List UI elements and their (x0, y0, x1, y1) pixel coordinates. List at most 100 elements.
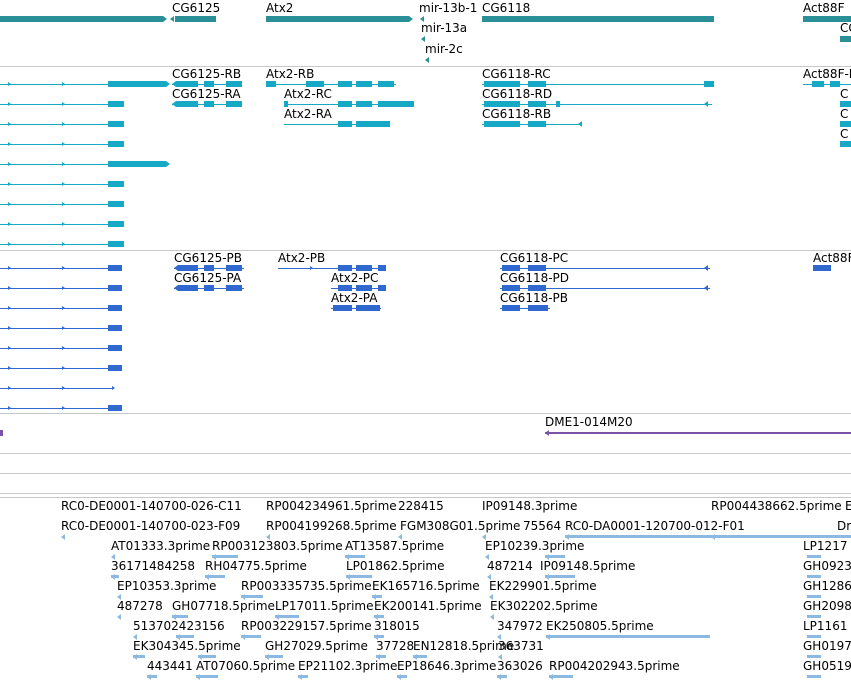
transcript-feature-label[interactable]: CG6118-RC (482, 67, 551, 81)
cds-glyph[interactable] (108, 405, 122, 411)
exon-glyph[interactable] (830, 81, 840, 87)
est-feature-label[interactable]: 37728 (376, 639, 415, 653)
est-glyph[interactable] (413, 655, 427, 658)
est-feature-label[interactable]: RP004234961.5prime (266, 499, 397, 513)
est-feature-label[interactable]: AT13587.5prime (345, 539, 445, 553)
est-feature-label[interactable]: EK302202.5prime (490, 599, 598, 613)
transcript-feature-label[interactable]: CG6125-RB (172, 67, 242, 81)
est-feature-label[interactable]: 513702423156 (133, 619, 225, 633)
exon-glyph[interactable] (204, 81, 214, 87)
est-glyph[interactable] (172, 615, 188, 618)
protein-feature-label[interactable]: CG6118-PB (500, 291, 569, 305)
cds-glyph[interactable] (813, 265, 831, 271)
gene-feature-label[interactable]: CG6118 (482, 1, 531, 15)
est-glyph[interactable] (111, 575, 119, 578)
est-glyph[interactable] (372, 595, 382, 598)
exon-glyph[interactable] (108, 141, 124, 147)
cds-glyph[interactable] (178, 265, 198, 271)
est-feature-label[interactable]: RC0-DE0001-140700-026-C11 (61, 499, 242, 513)
exon-glyph[interactable] (266, 81, 276, 87)
est-feature-label[interactable]: LP17011.5prime (275, 599, 374, 613)
est-glyph[interactable] (198, 655, 216, 658)
est-feature-label[interactable]: 443441 (147, 659, 193, 673)
est-glyph[interactable] (549, 675, 573, 678)
est-glyph[interactable] (565, 535, 851, 538)
est-glyph[interactable] (811, 655, 821, 658)
exon-glyph[interactable] (484, 81, 520, 87)
intron-line[interactable] (278, 268, 386, 269)
protein-feature-label[interactable]: Act88F (813, 251, 851, 265)
exon-glyph[interactable] (356, 101, 372, 107)
est-feature-label[interactable]: IP09148.3prime (482, 499, 578, 513)
exon-glyph[interactable] (204, 101, 214, 107)
transcript-feature-label[interactable]: Atx2-RC (284, 87, 332, 101)
est-glyph[interactable] (397, 675, 407, 678)
transcript-feature-label[interactable]: Atx2-RB (266, 67, 315, 81)
exon-glyph[interactable] (108, 181, 124, 187)
est-feature-label[interactable]: AT01333.3prime (111, 539, 211, 553)
gene-glyph[interactable] (0, 16, 163, 22)
cds-glyph[interactable] (108, 285, 122, 291)
exon-glyph[interactable] (812, 81, 824, 87)
cds-glyph[interactable] (108, 345, 122, 351)
intron-line[interactable] (0, 308, 108, 309)
cds-glyph[interactable] (502, 265, 520, 271)
cds-glyph[interactable] (204, 265, 214, 271)
exon-glyph[interactable] (108, 221, 124, 227)
gene-feature-label[interactable]: Atx2 (266, 1, 294, 15)
est-glyph[interactable] (196, 675, 218, 678)
exon-glyph[interactable] (840, 141, 851, 147)
cds-glyph[interactable] (338, 265, 352, 271)
cds-glyph[interactable] (356, 305, 380, 311)
exon-glyph[interactable] (108, 241, 124, 247)
cds-glyph[interactable] (333, 305, 352, 311)
intron-line[interactable] (803, 84, 851, 85)
est-feature-label[interactable]: EP18646.3prime (397, 659, 497, 673)
est-feature-label[interactable]: 487278 (117, 599, 163, 613)
est-glyph[interactable] (811, 595, 821, 598)
intron-line[interactable] (0, 408, 108, 409)
est-feature-label[interactable]: EP10239.3prime (485, 539, 585, 553)
est-feature-label[interactable]: IP09148.5prime (540, 559, 636, 573)
transcript-feature-label[interactable]: C (840, 87, 849, 101)
intron-line[interactable] (500, 308, 550, 309)
transcript-feature-label[interactable]: C (840, 127, 849, 141)
exon-glyph[interactable] (528, 121, 546, 127)
intron-line[interactable] (0, 388, 112, 389)
est-glyph[interactable] (374, 635, 384, 638)
est-glyph[interactable] (205, 575, 225, 578)
est-glyph[interactable] (497, 675, 507, 678)
clone-glyph[interactable] (545, 432, 851, 434)
est-feature-label[interactable]: E (845, 499, 851, 513)
protein-feature-label[interactable]: CG6125-PA (174, 271, 242, 285)
exon-glyph[interactable] (108, 161, 166, 167)
exon-glyph[interactable] (306, 81, 324, 87)
est-glyph[interactable] (275, 615, 299, 618)
est-feature-label[interactable]: GH2098 (803, 599, 851, 613)
cds-glyph[interactable] (502, 285, 520, 291)
transcript-feature-label[interactable]: Atx2-RA (284, 107, 332, 121)
est-glyph[interactable] (811, 675, 821, 678)
est-feature-label[interactable]: RP004199268.5prime (266, 519, 397, 533)
exon-glyph[interactable] (840, 101, 851, 107)
gene-glyph[interactable] (175, 16, 216, 22)
exon-glyph[interactable] (338, 81, 352, 87)
est-feature-label[interactable]: FGM308G01.5prime (400, 519, 521, 533)
exon-glyph[interactable] (108, 101, 124, 107)
gene-feature-label[interactable]: mir-13a (421, 21, 468, 35)
intron-line[interactable] (0, 288, 108, 289)
intron-line[interactable] (266, 84, 396, 85)
transcript-feature-label[interactable]: Act88F-R (803, 67, 851, 81)
exon-glyph[interactable] (378, 81, 394, 87)
est-feature-label[interactable]: LP1161 (803, 619, 848, 633)
exon-glyph[interactable] (528, 81, 546, 87)
est-feature-label[interactable]: EK304345.5prime (133, 639, 241, 653)
cds-glyph[interactable] (502, 305, 520, 311)
est-feature-label[interactable]: LP01862.5prime (346, 559, 445, 573)
exon-glyph[interactable] (840, 121, 851, 127)
est-glyph[interactable] (133, 655, 145, 658)
est-glyph[interactable] (346, 575, 372, 578)
est-glyph[interactable] (265, 655, 283, 658)
exon-glyph[interactable] (528, 101, 546, 107)
